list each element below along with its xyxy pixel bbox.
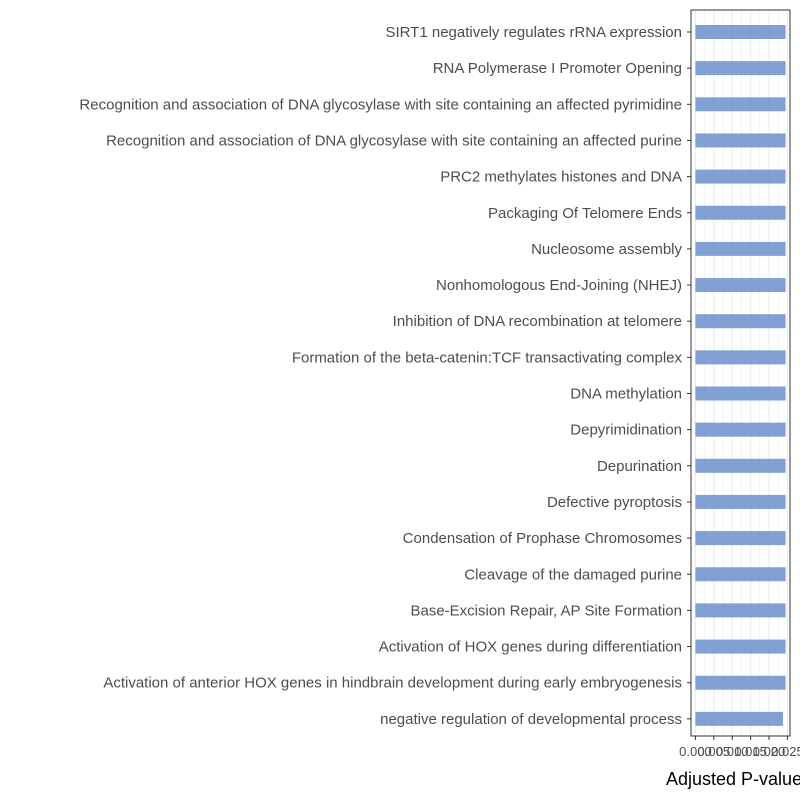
category-label: Cleavage of the damaged purine: [464, 566, 682, 583]
bar: [695, 241, 786, 256]
x-tick-label: 0.000: [679, 744, 712, 759]
bar: [695, 350, 786, 365]
bar: [695, 639, 786, 654]
bar: [695, 603, 786, 618]
bar: [695, 494, 786, 509]
category-label: Packaging Of Telomere Ends: [488, 205, 682, 222]
bar: [695, 711, 784, 726]
bar: [695, 61, 786, 76]
category-label: Defective pyroptosis: [547, 494, 682, 511]
category-label: Activation of anterior HOX genes in hind…: [103, 675, 682, 692]
category-label: Nucleosome assembly: [531, 241, 682, 258]
category-label: negative regulation of developmental pro…: [380, 711, 682, 728]
bar: [695, 422, 786, 437]
x-axis-title: Adjusted P-value: [666, 769, 800, 789]
grid-lines: [694, 10, 788, 736]
bar: [695, 133, 786, 148]
category-labels: SIRT1 negatively regulates rRNA expressi…: [79, 24, 691, 728]
category-label: Nonhomologous End-Joining (NHEJ): [436, 277, 682, 294]
bar: [695, 675, 786, 690]
x-tick-label: 0.010: [716, 744, 749, 759]
x-tick-label: 0.015: [734, 744, 767, 759]
category-label: Inhibition of DNA recombination at telom…: [393, 313, 682, 330]
bar: [695, 567, 786, 582]
x-tick-label: 0.025: [771, 744, 800, 759]
category-label: Condensation of Prophase Chromosomes: [403, 530, 682, 547]
category-label: RNA Polymerase I Promoter Opening: [433, 60, 682, 77]
panel-border: [690, 9, 791, 737]
bar: [695, 278, 786, 293]
bar: [695, 169, 786, 184]
category-label: Base-Excision Repair, AP Site Formation: [410, 602, 682, 619]
bar: [695, 314, 786, 329]
category-label: Depyrimidination: [570, 422, 682, 439]
category-label: PRC2 methylates histones and DNA: [440, 169, 682, 186]
bar: [695, 25, 786, 39]
category-label: SIRT1 negatively regulates rRNA expressi…: [385, 24, 682, 41]
bar: [695, 458, 786, 473]
category-label: Recognition and association of DNA glyco…: [79, 96, 682, 113]
bar: [695, 205, 786, 220]
bars: [695, 25, 786, 726]
category-label: Recognition and association of DNA glyco…: [106, 132, 682, 149]
category-label: Formation of the beta-catenin:TCF transa…: [292, 349, 683, 366]
x-tick-label: 0.005: [698, 744, 731, 759]
category-label: Depurination: [597, 458, 682, 475]
x-tick-label: 0.020: [753, 744, 786, 759]
category-label: DNA methylation: [570, 386, 682, 403]
bar: [695, 97, 786, 112]
bar: [695, 386, 786, 401]
bar: [695, 531, 786, 546]
category-label: Activation of HOX genes during different…: [379, 639, 682, 656]
